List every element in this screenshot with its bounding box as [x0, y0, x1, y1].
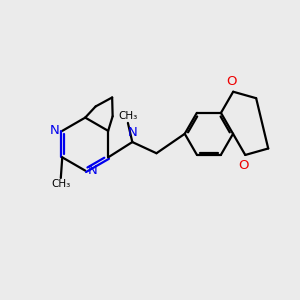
- Text: N: N: [88, 164, 97, 177]
- Text: N: N: [50, 124, 60, 137]
- Text: N: N: [128, 125, 137, 139]
- Text: CH₃: CH₃: [118, 111, 137, 121]
- Text: CH₃: CH₃: [51, 179, 70, 189]
- Text: O: O: [238, 159, 249, 172]
- Text: O: O: [226, 75, 237, 88]
